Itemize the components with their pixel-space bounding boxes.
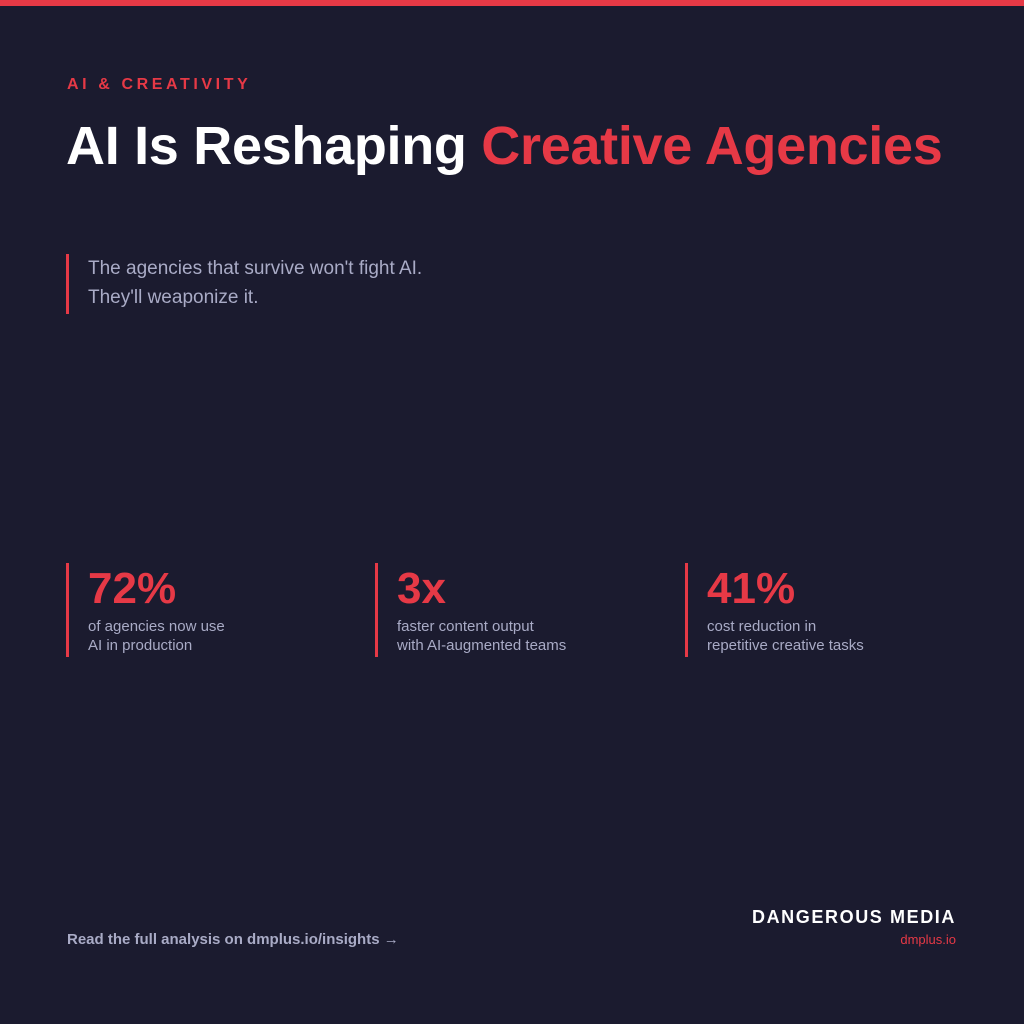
stat-description-line-1: faster content output — [397, 618, 534, 635]
brand-name: DANGEROUS MEDIA — [751, 907, 956, 927]
stat-description-line-2: AI in production — [88, 637, 193, 654]
stat-card-cost: 41% cost reduction in repetitive creativ… — [685, 563, 977, 657]
subheadline-line-2: They'll weaponize it. — [88, 287, 259, 308]
brand-block: DANGEROUS MEDIA dmplus.io — [752, 906, 956, 949]
stat-description-line-2: with AI-augmented teams — [397, 637, 567, 654]
page-title-plain: AI Is Reshaping — [66, 116, 482, 176]
page-title-accent: Creative Agencies — [481, 116, 943, 176]
stat-card-adoption: 72% of agencies now use AI in production — [66, 563, 358, 657]
eyebrow-label: AI & CREATIVITY — [67, 76, 252, 93]
stat-value: 72% — [88, 564, 177, 613]
stat-value: 3x — [397, 564, 446, 613]
subheadline-quote: The agencies that survive won't fight AI… — [66, 254, 588, 314]
brand-url[interactable]: dmplus.io — [900, 932, 956, 947]
subheadline-line-1: The agencies that survive won't fight AI… — [88, 258, 423, 279]
stat-card-output: 3x faster content output with AI-augment… — [375, 563, 667, 657]
stat-description-line-2: repetitive creative tasks — [707, 637, 864, 654]
top-accent-bar — [0, 0, 1024, 6]
page-title: AI Is Reshaping Creative Agencies — [66, 115, 966, 177]
stat-description-line-1: cost reduction in — [707, 618, 817, 635]
stat-description-line-1: of agencies now use — [88, 618, 225, 635]
read-analysis-link[interactable]: Read the full analysis on dmplus.io/insi… — [67, 931, 399, 948]
stat-value: 41% — [707, 564, 796, 613]
